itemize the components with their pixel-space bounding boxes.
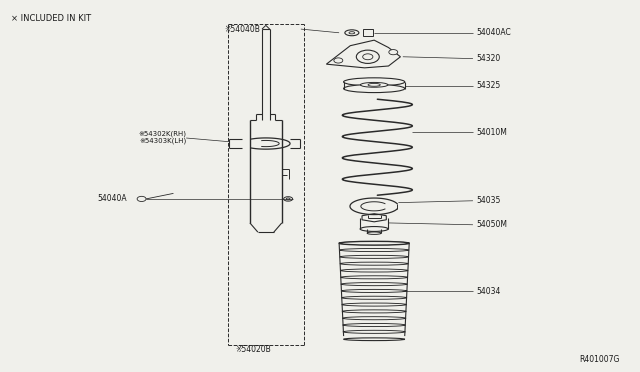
Polygon shape [326,40,401,68]
Ellipse shape [343,330,405,333]
Ellipse shape [367,232,381,234]
Circle shape [389,49,397,55]
Circle shape [363,54,373,60]
Ellipse shape [341,283,408,286]
Text: ※54040B: ※54040B [225,25,260,33]
Text: R401007G: R401007G [579,355,620,364]
Circle shape [137,196,146,202]
Ellipse shape [344,338,404,341]
Ellipse shape [342,317,406,320]
Ellipse shape [360,227,388,231]
Ellipse shape [342,303,406,306]
Polygon shape [362,214,387,222]
Ellipse shape [340,269,408,272]
Ellipse shape [340,255,408,259]
Ellipse shape [339,242,409,245]
Ellipse shape [342,310,406,313]
Text: 54010M: 54010M [476,128,507,137]
Text: 54040AC: 54040AC [476,28,511,37]
Ellipse shape [284,197,292,201]
Text: ※54302K(RH): ※54302K(RH) [138,130,186,137]
Ellipse shape [340,262,408,265]
Text: 54034: 54034 [476,287,500,296]
Ellipse shape [368,83,380,86]
Text: 54050M: 54050M [476,220,507,229]
Text: ※54303K(LH): ※54303K(LH) [139,138,186,144]
Ellipse shape [344,84,404,93]
Circle shape [334,58,343,63]
Ellipse shape [345,30,359,36]
Ellipse shape [349,32,355,34]
Ellipse shape [341,289,407,292]
Ellipse shape [339,248,409,251]
Ellipse shape [342,296,407,299]
Bar [363,29,373,36]
Ellipse shape [339,241,409,245]
Circle shape [356,50,380,63]
Text: × INCLUDED IN KIT: × INCLUDED IN KIT [11,13,91,22]
Text: 54035: 54035 [476,196,500,205]
Text: 54040A: 54040A [97,195,127,203]
Ellipse shape [286,198,290,200]
Text: 54320: 54320 [476,54,500,63]
Ellipse shape [360,83,388,87]
Ellipse shape [340,276,408,279]
Text: 54325: 54325 [476,81,500,90]
Ellipse shape [343,324,406,327]
Ellipse shape [344,78,404,86]
Text: ※54020B: ※54020B [236,346,271,355]
